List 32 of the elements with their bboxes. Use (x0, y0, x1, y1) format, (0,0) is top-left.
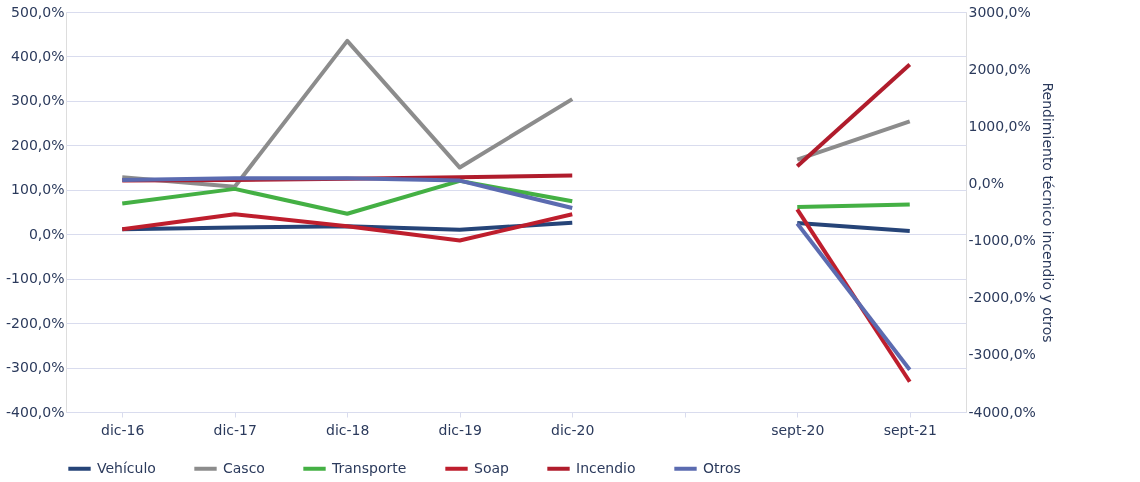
legend-label: Incendio (576, 459, 636, 476)
x-tick-label: sept-20 (771, 421, 825, 438)
y2-tick-label: -4000,0% (968, 403, 1036, 420)
x-tick-label: dic-18 (326, 421, 370, 438)
x-tick-label: dic-19 (438, 421, 482, 438)
y-tick-label: 100,0% (11, 181, 65, 198)
legend-label: Otros (703, 459, 741, 476)
y-tick-label: 300,0% (11, 92, 65, 109)
legend-label: Soap (474, 459, 510, 476)
y2-tick-label: -3000,0% (968, 346, 1036, 363)
y-tick-label: 200,0% (11, 136, 65, 153)
y-tick-label: -300,0% (6, 359, 65, 376)
y2-axis-title: Rendimiento técnico incendio y otros (1039, 82, 1056, 343)
x-tick-label: dic-20 (551, 421, 595, 438)
y-tick-label: 500,0% (11, 3, 65, 20)
legend-label: Vehículo (97, 459, 156, 476)
y-tick-label: 400,0% (11, 47, 65, 64)
y2-tick-label: -1000,0% (968, 232, 1036, 249)
y2-tick-label: 3000,0% (968, 3, 1031, 20)
y2-tick-label: -2000,0% (968, 289, 1036, 306)
legend-label: Transporte (331, 459, 407, 476)
y-tick-label: -100,0% (6, 270, 65, 287)
legend-label: Casco (223, 459, 265, 476)
y2-tick-label: 1000,0% (968, 117, 1031, 134)
y-tick-label: 0,0% (28, 225, 65, 242)
x-tick-label: dic-17 (213, 421, 257, 438)
y2-tick-label: 2000,0% (968, 60, 1031, 77)
y2-tick-label: 0,0% (968, 174, 1005, 191)
x-tick-label: dic-16 (101, 421, 145, 438)
x-tick-label: sept-21 (883, 421, 937, 438)
y-tick-label: -200,0% (6, 314, 65, 331)
y-tick-label: -400,0% (6, 403, 65, 420)
